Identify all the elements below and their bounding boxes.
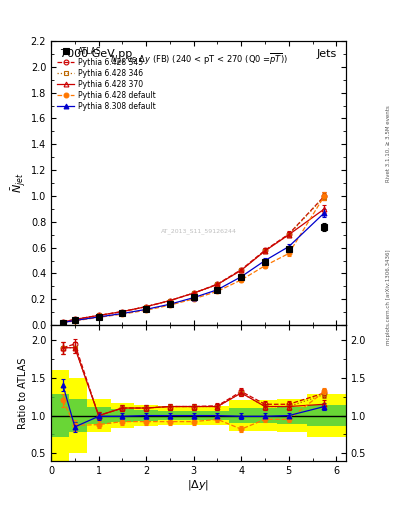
Text: $N_{jet}$ vs $\Delta y$ (FB) (240 < pT < 270 (Q0 =$\overline{pT}$)): $N_{jet}$ vs $\Delta y$ (FB) (240 < pT <…: [110, 52, 287, 68]
Y-axis label: $\bar{N}_{jet}$: $\bar{N}_{jet}$: [9, 173, 28, 194]
X-axis label: $|\Delta y|$: $|\Delta y|$: [187, 478, 209, 493]
Legend: ATLAS, Pythia 6.428 345, Pythia 6.428 346, Pythia 6.428 370, Pythia 6.428 defaul: ATLAS, Pythia 6.428 345, Pythia 6.428 34…: [55, 45, 158, 113]
Text: AT_2013_S11_59126244: AT_2013_S11_59126244: [160, 228, 237, 234]
Text: mcplots.cern.ch [arXiv:1306.3436]: mcplots.cern.ch [arXiv:1306.3436]: [386, 249, 391, 345]
Text: Rivet 3.1.10, ≥ 3.5M events: Rivet 3.1.10, ≥ 3.5M events: [386, 105, 391, 182]
Text: 7000 GeV pp: 7000 GeV pp: [60, 50, 132, 59]
Y-axis label: Ratio to ATLAS: Ratio to ATLAS: [18, 357, 28, 429]
Text: Jets: Jets: [317, 50, 337, 59]
